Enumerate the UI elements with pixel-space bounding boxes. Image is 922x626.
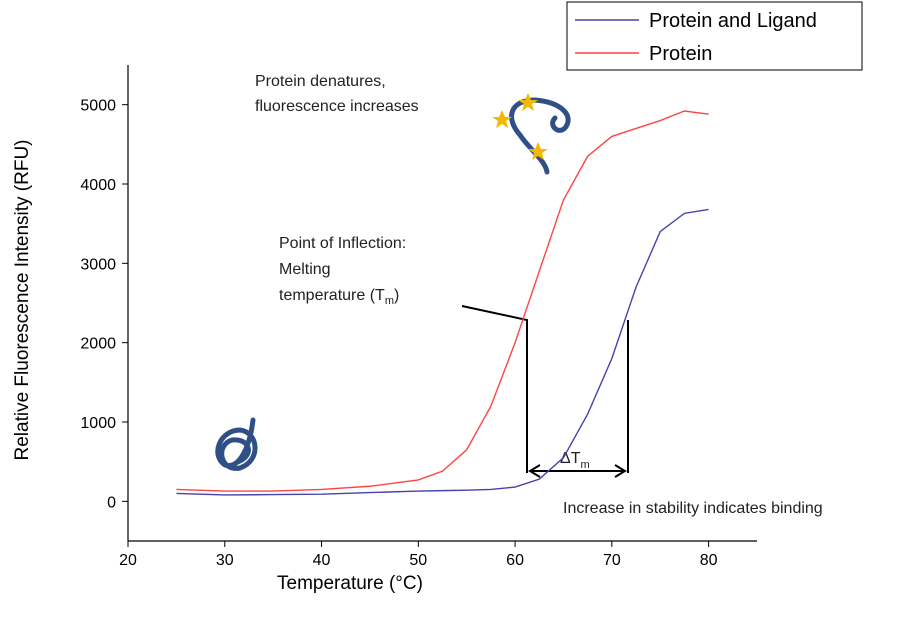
y-tick-label: 0 — [107, 494, 116, 511]
legend-box — [566, 1, 863, 71]
x-tick-label: 50 — [409, 552, 427, 569]
series-line — [176, 208, 709, 496]
tm-markers — [461, 305, 629, 478]
x-tick-label: 40 — [313, 552, 331, 569]
x-axis-label: Temperature (°C) — [277, 573, 423, 594]
star — [518, 93, 538, 111]
unfolded-protein-icon — [492, 93, 571, 175]
y-tick-label: 4000 — [80, 177, 116, 194]
inflection-pointer — [461, 305, 528, 473]
annotation: temperature (Tm) — [279, 287, 399, 307]
annotation-subscript: m — [385, 295, 394, 307]
y-tick-label: 5000 — [80, 98, 116, 115]
arrow-head — [528, 464, 541, 478]
y-tick-label: 3000 — [80, 256, 116, 273]
annotation-part: temperature (T — [279, 287, 385, 304]
y-tick-label: 1000 — [80, 415, 116, 432]
annotation-subscript: m — [580, 459, 589, 471]
unfolded-chain — [509, 97, 571, 175]
x-tick-label: 20 — [119, 552, 137, 569]
legend: Protein and Ligand Protein — [566, 1, 863, 71]
annotation: Protein denatures, — [255, 73, 386, 90]
annotation: fluorescence increases — [255, 98, 419, 115]
x-tick-label: 60 — [506, 552, 524, 569]
annotation: Increase in stability indicates binding — [563, 500, 823, 517]
annotation: Melting — [279, 261, 331, 278]
y-tick-label: 2000 — [80, 336, 116, 353]
series-line — [176, 110, 709, 492]
x-tick-label: 70 — [603, 552, 621, 569]
folded-protein-icon — [215, 417, 258, 471]
arrow-head — [614, 464, 627, 478]
star — [492, 110, 512, 128]
x-tick-label: 30 — [216, 552, 234, 569]
legend-label: Protein and Ligand — [649, 10, 817, 32]
annotation-part: ) — [394, 287, 399, 304]
x-tick-label: 80 — [700, 552, 718, 569]
annotation: Point of Inflection: — [279, 235, 406, 252]
annotation: ΔTm — [560, 450, 590, 471]
y-axis-label: Relative Fluorescence Intensity (RFU) — [12, 140, 33, 461]
legend-label: Protein — [649, 43, 712, 65]
star — [528, 142, 548, 160]
